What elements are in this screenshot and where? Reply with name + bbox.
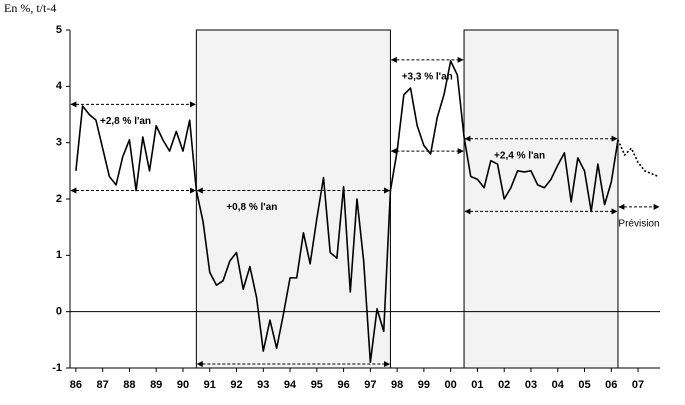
x-tick-label: 87 — [97, 379, 109, 391]
y-tick-label: 3 — [56, 137, 62, 149]
x-tick-label: 92 — [230, 379, 242, 391]
x-tick-label: 95 — [311, 379, 323, 391]
shaded-period — [463, 29, 619, 369]
x-tick-label: 96 — [337, 379, 349, 391]
x-tick-label: 01 — [471, 379, 483, 391]
x-tick-label: 98 — [391, 379, 403, 391]
x-tick-label: 88 — [123, 379, 135, 391]
x-tick-label: 97 — [364, 379, 376, 391]
data-line — [617, 139, 659, 178]
x-tick-label: 93 — [257, 379, 269, 391]
x-tick-label: 89 — [150, 379, 162, 391]
y-tick-label: -1 — [52, 362, 62, 374]
x-tick-label: 90 — [177, 379, 189, 391]
y-tick-label: 5 — [56, 24, 62, 36]
annotation-label: +0,8 % l'an — [226, 202, 277, 213]
x-tick-label: 05 — [578, 379, 590, 391]
x-tick-label: 06 — [605, 379, 617, 391]
x-tick-label: 02 — [498, 379, 510, 391]
y-tick-label: 0 — [56, 306, 62, 318]
annotation-label: +2,8 % l'an — [100, 116, 151, 127]
x-tick-label: 91 — [204, 379, 216, 391]
y-tick-label: 1 — [56, 249, 62, 261]
x-tick-label: 04 — [552, 379, 565, 391]
x-tick-label: 94 — [284, 379, 297, 391]
x-tick-label: 03 — [525, 379, 537, 391]
x-tick-label: 99 — [418, 379, 430, 391]
x-tick-label: 07 — [632, 379, 644, 391]
y-tick-label: 2 — [56, 193, 62, 205]
annotation-label: Prévision — [618, 219, 659, 230]
annotation-label: +2,4 % l'an — [494, 150, 545, 161]
annotation-label: +3,3 % l'an — [402, 71, 453, 82]
y-tick-label: 4 — [56, 80, 63, 92]
shaded-period — [195, 29, 391, 369]
x-tick-label: 86 — [70, 379, 82, 391]
data-line — [75, 60, 619, 364]
x-tick-label: 00 — [445, 379, 457, 391]
y-axis-label: En %, t/t-4 — [4, 1, 56, 15]
